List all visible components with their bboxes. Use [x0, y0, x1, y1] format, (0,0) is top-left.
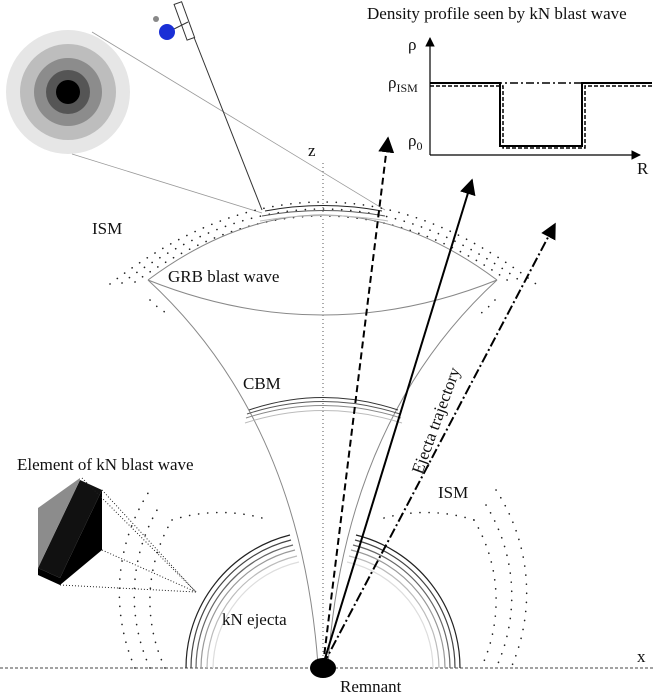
- ism-label: ISM: [92, 219, 122, 238]
- inset-x-label: R: [637, 159, 649, 178]
- target: [6, 30, 130, 154]
- remnant-label: Remnant: [340, 677, 402, 696]
- ism-dots: [109, 201, 537, 669]
- grb-label: GRB blast wave: [168, 267, 279, 286]
- remnant: [310, 658, 336, 678]
- ejecta-label: kN ejecta: [222, 610, 287, 629]
- x-label: x: [637, 647, 646, 666]
- view-line: [71, 153, 263, 214]
- view-line: [91, 31, 386, 211]
- level-subscript: 0: [416, 139, 422, 153]
- trajectory-label: Ejecta trajectory: [408, 364, 464, 476]
- inset-y-label: ρ: [408, 35, 416, 54]
- kn-shell: [185, 534, 461, 669]
- element-label: Element of kN blast wave: [17, 455, 194, 474]
- inset-title: Density profile seen by kN blast wave: [367, 4, 627, 23]
- profile-dashed: [430, 85, 652, 149]
- ism-label: ISM: [438, 483, 468, 502]
- cbm-shell: [244, 397, 403, 424]
- level-label: ρISM: [388, 73, 418, 95]
- level-symbol: ρ: [388, 73, 396, 92]
- density-inset: Density profile seen by kN blast wave ρ …: [367, 4, 652, 178]
- level-label: ρ0: [408, 131, 422, 153]
- level-subscript: ISM: [396, 81, 418, 95]
- element-box: [38, 477, 197, 593]
- z-label: z: [308, 141, 316, 160]
- profile-solid: [430, 82, 652, 147]
- level-symbol: ρ: [408, 131, 416, 150]
- trajectory-solid: [322, 178, 476, 666]
- satellite: [153, 1, 263, 211]
- cbm-label: CBM: [243, 374, 281, 393]
- trajectory-dashed: [322, 136, 395, 666]
- trajectory-dashdot: [322, 222, 556, 666]
